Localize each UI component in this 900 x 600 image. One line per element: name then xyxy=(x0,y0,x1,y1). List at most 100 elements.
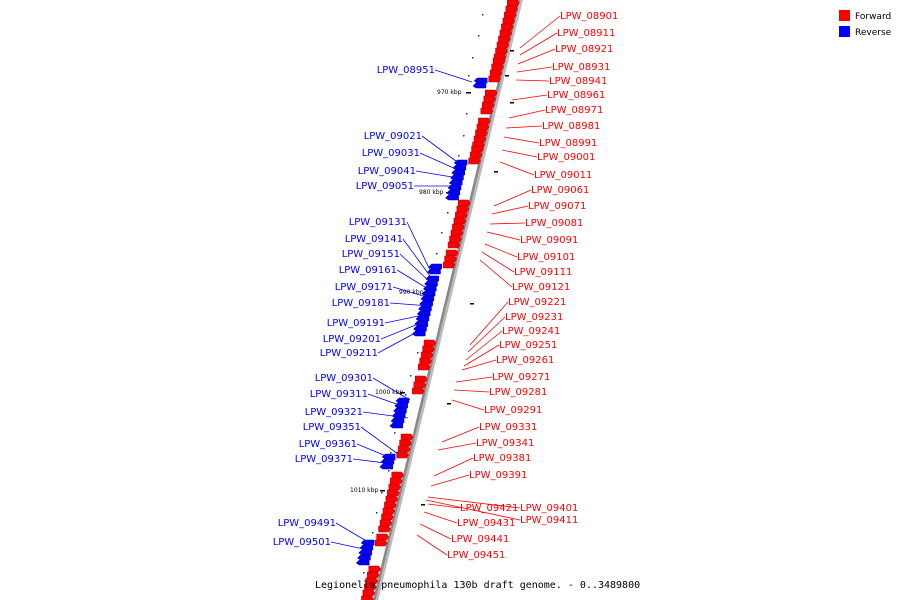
reverse-gene-label[interactable]: LPW_08951 xyxy=(377,65,435,76)
reverse-gene[interactable] xyxy=(358,549,372,556)
forward-gene[interactable] xyxy=(489,69,503,77)
forward-gene[interactable] xyxy=(376,533,389,541)
forward-gene[interactable] xyxy=(456,205,470,213)
forward-gene-label[interactable]: LPW_08921 xyxy=(555,44,613,55)
reverse-gene[interactable] xyxy=(453,159,468,166)
reverse-gene-label[interactable]: LPW_09501 xyxy=(273,537,331,548)
forward-gene[interactable] xyxy=(447,241,461,249)
reverse-gene[interactable] xyxy=(420,295,435,302)
reverse-gene[interactable] xyxy=(414,320,428,327)
forward-gene[interactable] xyxy=(473,135,487,143)
reverse-gene[interactable] xyxy=(395,397,410,404)
forward-gene[interactable] xyxy=(488,75,501,83)
forward-gene-label[interactable]: LPW_09271 xyxy=(492,372,550,383)
reverse-gene[interactable] xyxy=(427,268,441,275)
reverse-gene[interactable] xyxy=(424,280,438,287)
reverse-gene-label[interactable]: LPW_09361 xyxy=(299,439,357,450)
forward-gene-label[interactable]: LPW_09281 xyxy=(489,387,547,398)
forward-gene[interactable] xyxy=(478,117,491,125)
forward-gene[interactable] xyxy=(498,35,511,43)
forward-gene[interactable] xyxy=(495,47,508,55)
forward-gene[interactable] xyxy=(422,345,435,353)
forward-gene[interactable] xyxy=(397,445,411,453)
legend-item-reverse[interactable]: Reverse xyxy=(839,26,892,38)
forward-gene[interactable] xyxy=(413,381,427,389)
reverse-gene[interactable] xyxy=(389,422,404,429)
forward-gene-label[interactable]: LPW_08961 xyxy=(547,90,605,101)
forward-gene[interactable] xyxy=(423,339,437,347)
forward-gene[interactable] xyxy=(501,23,514,31)
forward-gene[interactable] xyxy=(378,525,391,533)
forward-gene-label[interactable]: LPW_08901 xyxy=(560,11,618,22)
forward-gene-label[interactable]: LPW_08911 xyxy=(557,28,615,39)
forward-gene-label[interactable]: LPW_09081 xyxy=(525,218,583,229)
forward-gene-label[interactable]: LPW_09421 xyxy=(460,503,518,514)
forward-gene[interactable] xyxy=(365,577,379,585)
forward-gene[interactable] xyxy=(412,387,425,395)
forward-gene[interactable] xyxy=(400,433,414,441)
forward-gene[interactable] xyxy=(374,539,388,547)
reverse-gene[interactable] xyxy=(417,305,432,312)
forward-gene-label[interactable]: LPW_09241 xyxy=(502,326,560,337)
forward-gene-label[interactable]: LPW_09101 xyxy=(517,252,575,263)
forward-gene-label[interactable]: LPW_09451 xyxy=(447,550,505,561)
forward-gene-label[interactable]: LPW_09071 xyxy=(528,201,586,212)
reverse-gene[interactable] xyxy=(445,194,459,201)
reverse-gene[interactable] xyxy=(357,554,371,561)
forward-gene[interactable] xyxy=(379,519,393,527)
reverse-gene[interactable] xyxy=(452,164,467,171)
reverse-gene-label[interactable]: LPW_09351 xyxy=(303,422,361,433)
forward-gene[interactable] xyxy=(482,101,495,109)
forward-gene[interactable] xyxy=(480,107,494,115)
forward-gene[interactable] xyxy=(420,351,434,359)
forward-gene[interactable] xyxy=(502,17,516,25)
forward-gene-label[interactable]: LPW_09391 xyxy=(469,470,527,481)
forward-gene[interactable] xyxy=(507,0,520,7)
reverse-gene-label[interactable]: LPW_09191 xyxy=(327,318,385,329)
forward-gene[interactable] xyxy=(491,63,504,71)
reverse-gene-label[interactable]: LPW_09041 xyxy=(358,166,416,177)
reverse-gene-label[interactable]: LPW_09211 xyxy=(320,348,378,359)
reverse-gene[interactable] xyxy=(421,290,436,297)
forward-gene[interactable] xyxy=(450,229,464,237)
forward-gene-label[interactable]: LPW_08971 xyxy=(545,105,603,116)
forward-gene-label[interactable]: LPW_09231 xyxy=(505,312,563,323)
forward-gene[interactable] xyxy=(471,145,484,153)
forward-gene[interactable] xyxy=(453,217,467,225)
reverse-gene-label[interactable]: LPW_09131 xyxy=(349,217,407,228)
reverse-gene[interactable] xyxy=(448,179,463,186)
forward-gene[interactable] xyxy=(442,261,456,269)
reverse-gene-label[interactable]: LPW_09021 xyxy=(364,131,422,142)
forward-gene[interactable] xyxy=(382,507,396,515)
forward-gene[interactable] xyxy=(499,29,513,37)
forward-gene-label[interactable]: LPW_08991 xyxy=(539,138,597,149)
reverse-gene[interactable] xyxy=(360,539,375,546)
forward-gene-label[interactable]: LPW_09121 xyxy=(512,282,570,293)
forward-gene[interactable] xyxy=(505,5,519,13)
reverse-gene-label[interactable]: LPW_09151 xyxy=(342,249,400,260)
reverse-gene[interactable] xyxy=(379,463,393,470)
reverse-gene-label[interactable]: LPW_09321 xyxy=(305,407,363,418)
forward-gene[interactable] xyxy=(417,363,431,371)
reverse-gene[interactable] xyxy=(415,315,430,322)
forward-gene[interactable] xyxy=(390,477,403,485)
forward-gene[interactable] xyxy=(484,89,498,97)
forward-gene[interactable] xyxy=(368,565,382,573)
forward-gene-label[interactable]: LPW_08931 xyxy=(552,62,610,73)
reverse-gene[interactable] xyxy=(451,169,465,176)
forward-gene-label[interactable]: LPW_09411 xyxy=(520,515,578,526)
forward-gene[interactable] xyxy=(362,589,376,597)
forward-gene-label[interactable]: LPW_09061 xyxy=(531,185,589,196)
reverse-gene-label[interactable]: LPW_09301 xyxy=(315,373,373,384)
forward-gene[interactable] xyxy=(384,501,397,509)
forward-gene[interactable] xyxy=(476,123,490,131)
reverse-gene-label[interactable]: LPW_09311 xyxy=(310,389,368,400)
reverse-gene-label[interactable]: LPW_09181 xyxy=(332,298,390,309)
forward-gene-label[interactable]: LPW_08941 xyxy=(549,76,607,87)
legend-item-forward[interactable]: Forward xyxy=(839,10,891,22)
reverse-gene-label[interactable]: LPW_09161 xyxy=(339,265,397,276)
forward-gene[interactable] xyxy=(445,249,459,257)
reverse-gene[interactable] xyxy=(428,263,442,270)
forward-gene-label[interactable]: LPW_09091 xyxy=(520,235,578,246)
forward-gene[interactable] xyxy=(469,151,483,159)
